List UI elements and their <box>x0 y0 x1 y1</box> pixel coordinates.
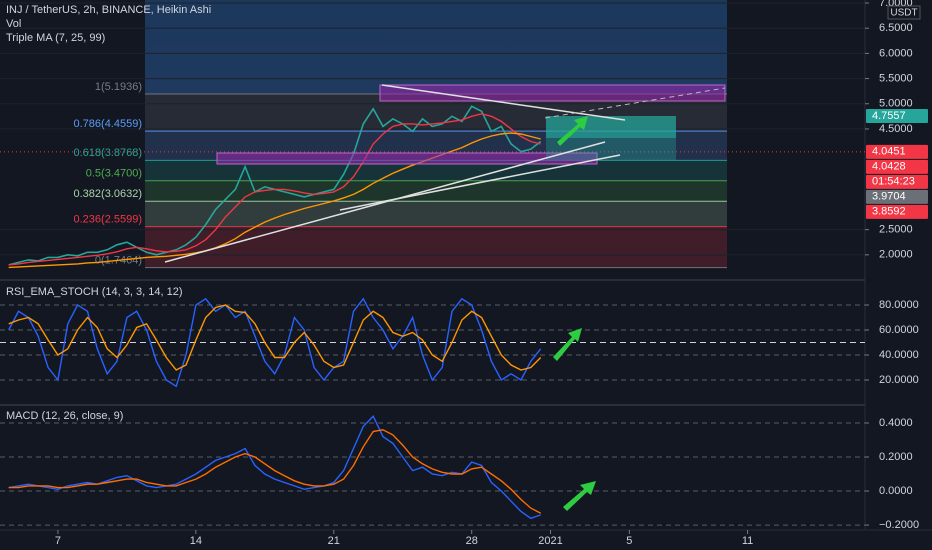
currency: USDT <box>890 8 917 19</box>
zone-box <box>216 152 598 165</box>
y-tick-label: 7.0000 <box>879 0 913 9</box>
price-tag-label: 3.9704 <box>872 191 906 203</box>
trend-line <box>544 87 726 119</box>
price-tag-label: 01:54:23 <box>872 176 915 188</box>
y-tick-label: 60.0000 <box>879 324 919 336</box>
fib-label: 0.236(2.5599) <box>74 214 143 226</box>
y-tick-label: 6.5000 <box>879 22 913 34</box>
fib-label: 0.786(4.4559) <box>74 118 143 130</box>
price-tag <box>866 204 928 219</box>
x-tick-label: 7 <box>55 535 61 547</box>
price-tag <box>866 109 928 124</box>
indicator-label: Triple MA (7, 25, 99) <box>6 32 105 44</box>
x-tick-label: 11 <box>742 535 753 547</box>
price-tag-label: 4.0451 <box>872 146 906 158</box>
y-tick-label: 0.4000 <box>879 417 913 429</box>
fib-zone <box>145 201 727 227</box>
series-line <box>8 304 542 371</box>
price-tag-label: 3.8592 <box>872 206 906 218</box>
trend-line <box>381 84 626 121</box>
y-tick-label: 5.5000 <box>879 72 913 84</box>
y-tick-label: 5.0000 <box>879 98 913 110</box>
fib-zone <box>145 160 727 181</box>
y-tick-label: 0.0000 <box>879 485 913 497</box>
arrow <box>553 328 582 361</box>
y-tick-label: 2.5000 <box>879 224 913 236</box>
trend-line <box>164 141 606 263</box>
fib-zone <box>145 226 727 268</box>
x-tick-label: 21 <box>328 535 340 547</box>
x-tick-label: 14 <box>190 535 202 547</box>
price-tag <box>866 144 928 159</box>
price-tag <box>866 189 928 204</box>
x-tick-label: 2021 <box>538 535 562 547</box>
y-tick-label: 20.0000 <box>879 374 919 386</box>
currency-box <box>887 5 921 20</box>
price-tag <box>866 174 928 189</box>
arrow <box>563 481 596 511</box>
y-tick-label: 40.0000 <box>879 349 919 361</box>
y-tick-label: −0.2000 <box>879 519 919 531</box>
target-box <box>546 116 676 138</box>
y-tick-label: 4.5000 <box>879 123 913 135</box>
series-line <box>8 132 541 269</box>
zone-box <box>379 84 726 102</box>
x-tick-label: 28 <box>466 535 478 547</box>
pane-title: MACD (12, 26, close, 9) <box>6 410 123 422</box>
pane-title: RSI_EMA_STOCH (14, 3, 3, 14, 12) <box>6 286 182 298</box>
series-line <box>8 297 542 388</box>
fib-label: 0.5(3.4700) <box>86 168 142 180</box>
arrow <box>557 116 588 146</box>
y-tick-label: 0.2000 <box>879 451 913 463</box>
arrows <box>553 116 596 511</box>
target-box <box>546 138 676 160</box>
trend-line <box>339 154 621 211</box>
price-tag <box>866 159 928 174</box>
y-tick-label: 6.0000 <box>879 47 913 59</box>
symbol-title: INJ / TetherUS, 2h, BINANCE, Heikin Ashi <box>6 4 211 16</box>
fib-top-zone <box>145 0 727 94</box>
x-tick-label: 5 <box>626 535 632 547</box>
fib-label: 0.618(3.8768) <box>74 147 143 159</box>
fib-label: 0.382(3.0632) <box>74 188 143 200</box>
series-line <box>8 113 541 266</box>
price-tag-label: 4.0428 <box>872 161 906 173</box>
series-line <box>8 429 542 514</box>
indicator-label: Vol <box>6 18 21 30</box>
price-tag-label: 4.7557 <box>872 110 906 122</box>
y-tick-label: 2.0000 <box>879 249 913 261</box>
y-tick-label: 80.0000 <box>879 299 919 311</box>
fib-label: 1(5.1936) <box>95 81 142 93</box>
